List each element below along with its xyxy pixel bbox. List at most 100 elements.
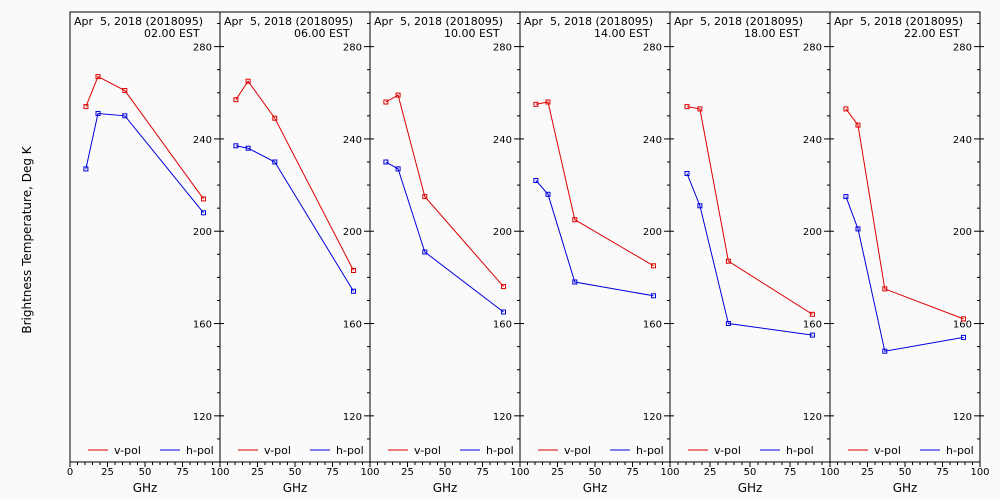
x-tick-label: 75 [936,467,949,478]
series-line-v-pol [845,108,964,320]
data-point-v-pol [855,122,861,128]
x-tick-label: 25 [551,467,564,478]
data-point-v-pol [843,106,849,112]
y-tick-label: 240 [643,135,662,146]
data-point-v-pol [572,217,578,223]
data-point-h-pol [83,166,89,172]
panel-5: Apr 5, 2018 (2018095)18.00 EST 120 160 200 2… [669,11,840,495]
y-tick-label: 160 [343,320,362,331]
data-point-h-pol [422,249,428,255]
x-tick-label: 50 [139,467,152,478]
data-point-h-pol [843,194,849,200]
y-axis-label: Brightness Temperature, Deg K [20,145,34,333]
data-point-h-pol [201,210,206,216]
panel-3: Apr 5, 2018 (2018095)10.00 EST 120 160 200 2… [369,11,530,495]
x-axis-label: GHz [893,481,918,495]
x-tick-label: 100 [210,467,229,478]
x-axis-label: GHz [738,481,763,495]
x-tick-label: 100 [970,467,989,478]
data-point-v-pol [533,101,539,107]
y-tick-label: 200 [193,227,212,238]
x-tick-label: 75 [476,467,489,478]
y-tick-label: 120 [193,412,212,423]
x-tick-label: 50 [439,467,452,478]
data-point-v-pol [272,115,278,121]
x-tick-label: 25 [101,467,114,478]
x-tick-label: 100 [360,467,379,478]
y-tick-label: 120 [953,412,972,423]
x-tick-label: 0 [67,467,73,478]
y-tick-label: 200 [493,227,512,238]
data-point-h-pol [855,226,861,232]
data-point-v-pol [95,74,101,80]
x-tick-label: 50 [744,467,757,478]
panel-title-time: 22.00 EST [904,27,960,40]
y-tick-label: 200 [953,227,972,238]
data-point-v-pol [201,196,206,202]
x-tick-label: 100 [510,467,529,478]
x-tick-label: 75 [176,467,189,478]
data-point-h-pol [572,279,578,285]
x-tick-label: 75 [784,467,797,478]
legend-label-h-pol: h-pol [186,444,214,457]
data-point-v-pol [697,106,703,112]
panel-title-time: 02.00 EST [144,27,200,40]
data-point-h-pol [684,171,690,176]
x-tick-label: 75 [326,467,339,478]
data-point-v-pol [882,286,888,292]
x-tick-label: 50 [589,467,602,478]
x-tick-label: 25 [704,467,717,478]
y-tick-label: 240 [493,135,512,146]
data-point-h-pol [961,334,966,340]
y-tick-label: 240 [803,135,822,146]
data-point-h-pol [725,321,731,326]
data-point-h-pol [383,159,389,165]
x-tick-label: 50 [899,467,912,478]
data-point-h-pol [351,288,356,294]
data-point-h-pol [122,113,128,119]
y-tick-label: 120 [803,412,822,423]
panel-title-date: Apr 5, 2018 (2018095) [74,15,203,28]
data-point-v-pol [545,99,551,105]
series-line-h-pol [535,180,654,297]
y-tick-label: 280 [803,43,822,54]
panel-title-time: 14.00 EST [594,27,650,40]
data-point-v-pol [422,194,428,200]
data-point-v-pol [961,316,966,322]
y-tick-label: 200 [643,227,662,238]
y-tick-label: 240 [953,135,972,146]
y-tick-label: 200 [343,227,362,238]
y-tick-label: 280 [193,43,212,54]
data-point-h-pol [272,159,278,165]
data-point-h-pol [809,332,815,338]
data-point-v-pol [233,97,239,103]
x-tick-label: 100 [820,467,839,478]
legend-label-h-pol: h-pol [786,444,814,457]
panel-6: Apr 5, 2018 (2018095)22.00 EST 120 160 200 2… [829,11,990,495]
panel-title-date: Apr 5, 2018 (2018095) [834,15,963,28]
data-point-h-pol [501,309,506,315]
y-tick-label: 160 [193,320,212,331]
x-tick-label: 100 [660,467,679,478]
y-tick-label: 120 [643,412,662,423]
data-point-v-pol [684,104,690,110]
legend-label-h-pol: h-pol [336,444,364,457]
panel-title-date: Apr 5, 2018 (2018095) [224,15,353,28]
y-tick-label: 160 [493,320,512,331]
data-point-h-pol [651,293,656,299]
y-tick-label: 280 [343,43,362,54]
legend-label-h-pol: h-pol [486,444,514,457]
series-line-h-pol [85,112,204,214]
data-point-h-pol [882,348,888,354]
y-tick-label: 120 [493,412,512,423]
legend-label-v-pol: v-pol [414,444,441,457]
y-tick-label: 280 [493,43,512,54]
series-line-h-pol [845,196,964,352]
data-point-h-pol [245,145,251,151]
legend-label-v-pol: v-pol [874,444,901,457]
y-tick-label: 280 [953,43,972,54]
data-point-v-pol [809,311,815,317]
series-line-h-pol [385,161,504,313]
